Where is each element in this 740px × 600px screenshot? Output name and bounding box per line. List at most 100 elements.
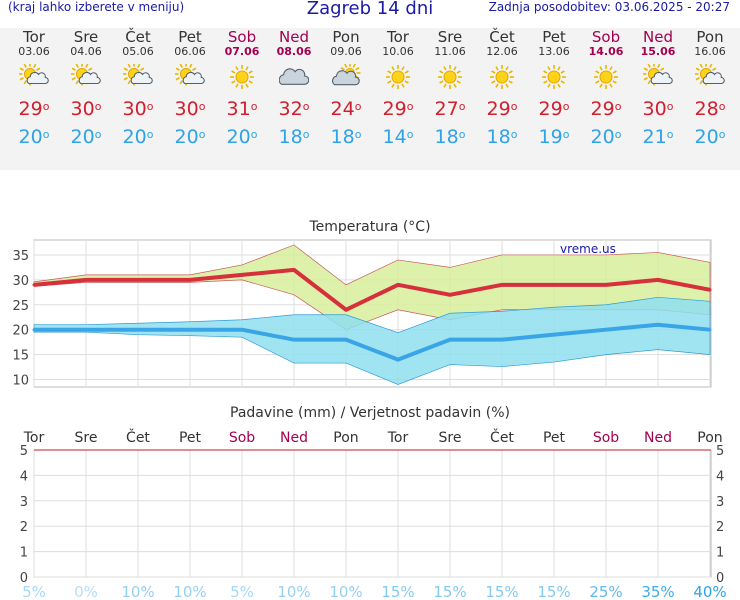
partly-cloudy-sun-icon xyxy=(643,64,673,86)
day-name: Sre xyxy=(73,28,99,46)
rain-probability-label: 5% xyxy=(230,583,254,600)
day-date: 12.06 xyxy=(486,45,518,58)
max-temperature-line xyxy=(33,267,711,312)
partly-cloudy-sun-icon xyxy=(175,64,205,86)
min-point xyxy=(344,338,348,342)
y-tick-label-right: 3 xyxy=(716,495,724,510)
rain-probability-label: 15% xyxy=(485,583,518,600)
day-name: Tor xyxy=(387,28,409,46)
day-label: Čet xyxy=(126,428,150,446)
min-point xyxy=(136,328,140,332)
day-label: Tor xyxy=(23,430,45,446)
day-column: Sob 07.06 31o 20o xyxy=(216,28,268,148)
day-label: Sob xyxy=(593,430,619,446)
day-name: Pon xyxy=(696,28,724,46)
min-temp: 20o xyxy=(18,126,50,148)
min-temp: 18o xyxy=(278,126,310,148)
day-name: Čet xyxy=(489,28,515,46)
day-date: 03.06 xyxy=(18,45,50,58)
cloudy-icon xyxy=(279,68,309,85)
min-temp: 20o xyxy=(122,126,154,148)
max-temp: 24o xyxy=(330,98,362,120)
day-column: Čet 12.06 29o 18o xyxy=(476,28,528,148)
day-column: Sob 14.06 29o 20o xyxy=(580,28,632,148)
day-name: Sob xyxy=(227,28,257,46)
min-point xyxy=(292,338,296,342)
rain-probability-label: 10% xyxy=(329,583,362,600)
day-date: 10.06 xyxy=(382,45,414,58)
day-label: Tor xyxy=(387,430,409,446)
day-column: Sre 11.06 27o 18o xyxy=(424,28,476,148)
day-name: Tor xyxy=(23,28,45,46)
temperature-chart: 10 15 20 25 30 35 vreme.us xyxy=(12,239,712,389)
day-label: Pon xyxy=(697,430,722,446)
y-tick-label-right: 2 xyxy=(716,520,724,535)
day-column: Ned 15.06 30o 21o xyxy=(632,28,684,148)
sun-icon xyxy=(490,65,514,89)
day-label: Ned xyxy=(280,430,308,446)
y-tick-label: 35 xyxy=(12,249,29,264)
min-temp: 20o xyxy=(226,126,258,148)
day-date: 13.06 xyxy=(538,45,570,58)
precipitation-chart: Tor Sre Čet Pet Sob Ned Pon Tor Sre Čet Pet Sob Ned P… xyxy=(20,428,727,600)
day-date: 05.06 xyxy=(122,45,154,58)
max-point xyxy=(656,278,660,282)
min-point xyxy=(84,328,88,332)
rain-probability-label: 15% xyxy=(537,583,570,600)
day-column: Ned 08.06 32o 18o xyxy=(268,28,320,148)
max-point xyxy=(188,278,192,282)
day-date: 06.06 xyxy=(174,45,206,58)
max-point xyxy=(84,278,88,282)
day-column: Sre 04.06 30o 20o xyxy=(60,28,112,148)
day-date: 08.06 xyxy=(276,45,312,58)
partly-cloudy-sun-icon xyxy=(695,64,725,86)
y-tick-label-left: 0 xyxy=(20,571,28,586)
day-name: Čet xyxy=(125,28,151,46)
min-temp: 18o xyxy=(486,126,518,148)
min-range-band xyxy=(33,296,711,385)
day-column: Pon 16.06 28o 20o xyxy=(684,28,736,148)
y-tick-label-right: 0 xyxy=(716,571,724,586)
max-point xyxy=(448,293,452,297)
rain-probability-label: 15% xyxy=(433,583,466,600)
min-temp: 20o xyxy=(590,126,622,148)
day-column: Pet 13.06 29o 19o xyxy=(528,28,580,148)
day-column: Tor 03.06 29o 20o xyxy=(8,28,60,148)
day-label: Sre xyxy=(75,430,98,446)
max-temp: 31o xyxy=(226,98,258,120)
max-point xyxy=(136,278,140,282)
day-name: Pon xyxy=(332,28,360,46)
cloudy-sun-icon xyxy=(332,64,361,86)
min-temp: 20o xyxy=(174,126,206,148)
min-temp: 19o xyxy=(538,126,570,148)
y-tick-label-left: 5 xyxy=(20,444,28,459)
day-date: 16.06 xyxy=(694,45,726,58)
partly-cloudy-sun-icon xyxy=(19,64,49,86)
y-tick-label-left: 3 xyxy=(20,495,28,510)
min-point xyxy=(656,323,660,327)
day-column: Čet 05.06 30o 20o xyxy=(112,28,164,148)
sun-icon xyxy=(594,65,618,89)
day-label: Pet xyxy=(543,430,566,446)
min-point xyxy=(500,338,504,342)
max-temp: 29o xyxy=(538,98,570,120)
max-temp: 27o xyxy=(434,98,466,120)
rain-probability-label: 0% xyxy=(74,583,98,600)
location-hint: (kraj lahko izberete v meniju) xyxy=(8,0,185,14)
partly-cloudy-sun-icon xyxy=(123,64,153,86)
min-point xyxy=(32,328,36,332)
day-date: 15.06 xyxy=(640,45,676,58)
max-temp: 28o xyxy=(694,98,726,120)
y-tick-label-left: 2 xyxy=(20,520,28,535)
plot-area xyxy=(33,449,712,578)
max-temp: 30o xyxy=(642,98,674,120)
min-point xyxy=(240,328,244,332)
min-temp: 18o xyxy=(434,126,466,148)
day-name: Ned xyxy=(643,28,673,46)
day-name: Sre xyxy=(437,28,463,46)
max-point xyxy=(344,308,348,312)
day-label: Čet xyxy=(490,428,514,446)
watermark-text: vreme.us xyxy=(560,242,616,256)
partly-cloudy-sun-icon xyxy=(71,64,101,86)
max-temp: 32o xyxy=(278,98,310,120)
